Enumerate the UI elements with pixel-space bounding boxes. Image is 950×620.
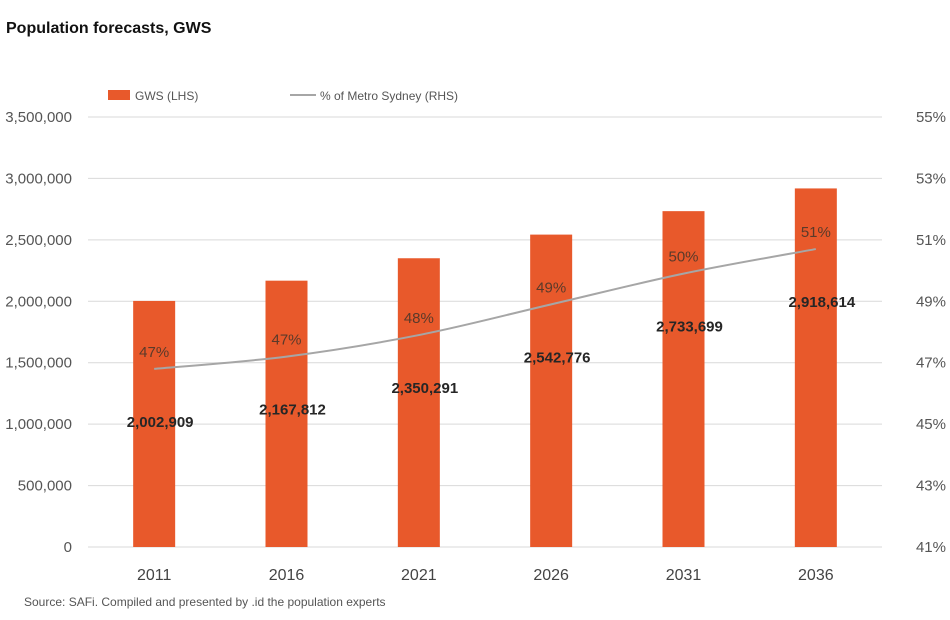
y-right-tick-label: 53%: [916, 170, 946, 187]
x-tick-label: 2011: [137, 567, 172, 584]
bar-value-label: 2,002,909: [127, 414, 194, 431]
bar-value-label: 2,167,812: [259, 402, 326, 419]
legend-label-metro-share: % of Metro Sydney (RHS): [320, 89, 458, 103]
pct-data-label: 50%: [668, 249, 698, 266]
y-right-tick-label: 47%: [916, 355, 946, 372]
pct-data-label: 51%: [801, 224, 831, 241]
y-right-tick-label: 51%: [916, 232, 946, 249]
line-metro-sydney-share: [154, 248, 817, 370]
y-left-tick-label: 0: [64, 539, 72, 556]
y-left-tick-label: 3,500,000: [5, 109, 72, 126]
bar-gws: [530, 234, 573, 547]
x-tick-label: 2021: [401, 567, 437, 584]
source-note: Source: SAFi. Compiled and presented by …: [24, 595, 386, 609]
legend-label-gws: GWS (LHS): [135, 89, 198, 103]
bar-value-label: 2,918,614: [788, 294, 855, 311]
y-left-tick-label: 2,500,000: [5, 232, 72, 249]
x-tick-label: 2016: [269, 567, 305, 584]
bar-gws: [265, 280, 308, 547]
pct-data-label: 49%: [536, 279, 566, 296]
x-tick-label: 2036: [798, 567, 834, 584]
bar-gws: [397, 258, 440, 547]
y-left-tick-label: 3,000,000: [5, 170, 72, 187]
y-left-tick-label: 2,000,000: [5, 293, 72, 310]
y-right-tick-label: 49%: [916, 293, 946, 310]
y-right-tick-label: 41%: [916, 539, 946, 556]
pct-data-label: 47%: [139, 344, 169, 361]
bar-value-label: 2,350,291: [391, 380, 458, 397]
legend-swatch-gws: [108, 90, 130, 100]
bar-value-label: 2,542,776: [524, 349, 591, 366]
y-left-tick-label: 500,000: [18, 478, 72, 495]
y-right-tick-label: 55%: [916, 109, 946, 126]
bar-value-label: 2,733,699: [656, 319, 723, 336]
pct-data-label: 47%: [271, 332, 301, 349]
y-left-tick-label: 1,000,000: [5, 416, 72, 433]
y-right-tick-label: 45%: [916, 416, 946, 433]
pct-data-label: 48%: [404, 310, 434, 327]
bar-gws: [794, 188, 837, 547]
y-left-tick-label: 1,500,000: [5, 355, 72, 372]
x-tick-label: 2031: [666, 567, 702, 584]
x-tick-label: 2026: [533, 567, 569, 584]
y-right-tick-label: 43%: [916, 478, 946, 495]
bar-gws: [133, 300, 176, 547]
chart-title: Population forecasts, GWS: [6, 20, 212, 37]
bar-gws: [662, 211, 705, 547]
